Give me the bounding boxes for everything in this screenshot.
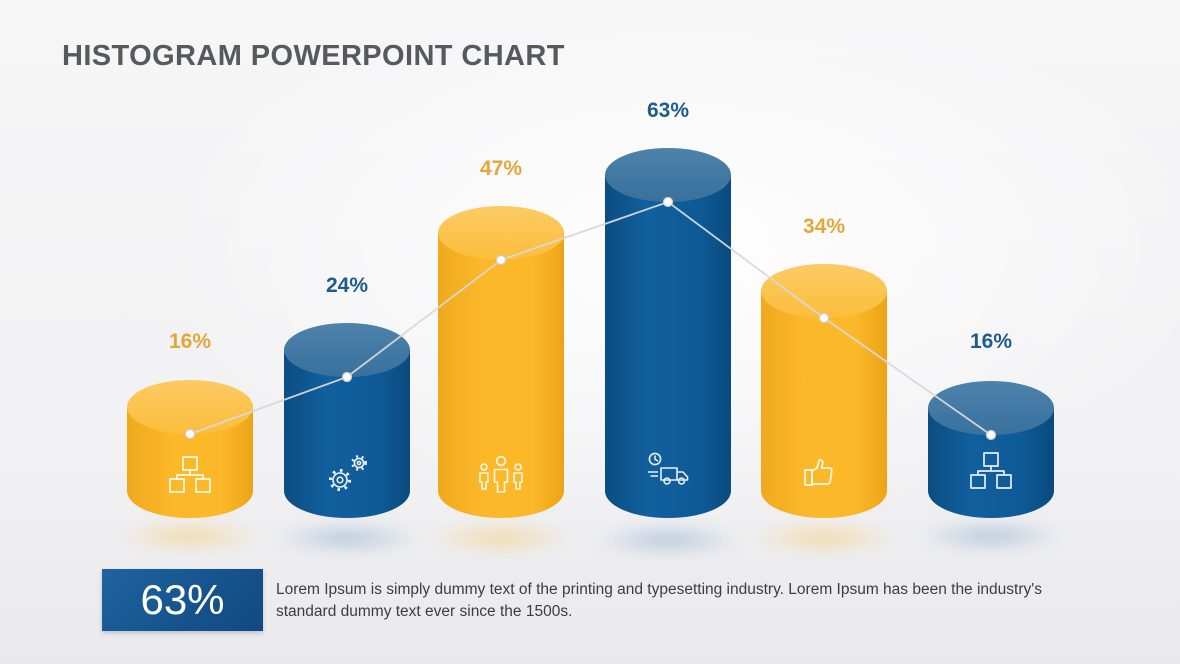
- cylinder-bar-3: [438, 206, 564, 518]
- trend-point: [662, 196, 674, 208]
- trend-point: [818, 312, 830, 324]
- bar-value-label: 16%: [969, 330, 1013, 353]
- cylinder-bar-6: [928, 381, 1054, 518]
- trend-point: [495, 254, 507, 266]
- bar-value-label: 16%: [168, 330, 212, 353]
- bar-reflection: [749, 522, 899, 554]
- bar-reflection: [272, 522, 422, 554]
- bar-reflection: [115, 520, 265, 552]
- cylinder-bar-1: [127, 380, 253, 518]
- blocks-icon: [970, 452, 1012, 489]
- delivery-truck-icon: [648, 452, 689, 485]
- bar-reflection: [426, 522, 576, 554]
- page-title: HISTOGRAM POWERPOINT CHART: [62, 40, 565, 72]
- trend-point: [985, 429, 997, 441]
- cylinder-bar-5: [761, 264, 887, 518]
- team-icon: [479, 455, 523, 493]
- trend-points: [184, 196, 997, 441]
- trend-point: [341, 371, 353, 383]
- trend-line: [189, 200, 992, 436]
- bar-value-label: 24%: [325, 274, 369, 297]
- cylinder-bar-2: [284, 323, 410, 518]
- bar-value-label: 63%: [646, 99, 690, 122]
- callout-value: 63%: [140, 576, 225, 623]
- callout-description: Lorem Ipsum is simply dummy text of the …: [276, 581, 1042, 621]
- thumbs-up-icon: [804, 458, 833, 486]
- blocks-icon: [169, 456, 211, 493]
- callout-value-box: 63%: [102, 569, 263, 631]
- bar-reflection: [593, 524, 743, 556]
- gears-icon: [328, 455, 367, 492]
- cylinder-bar-4: [605, 148, 731, 518]
- bar-reflection: [916, 520, 1066, 552]
- bar-value-label: 34%: [802, 215, 846, 238]
- trend-point: [184, 428, 196, 440]
- bar-value-label: 47%: [479, 157, 523, 180]
